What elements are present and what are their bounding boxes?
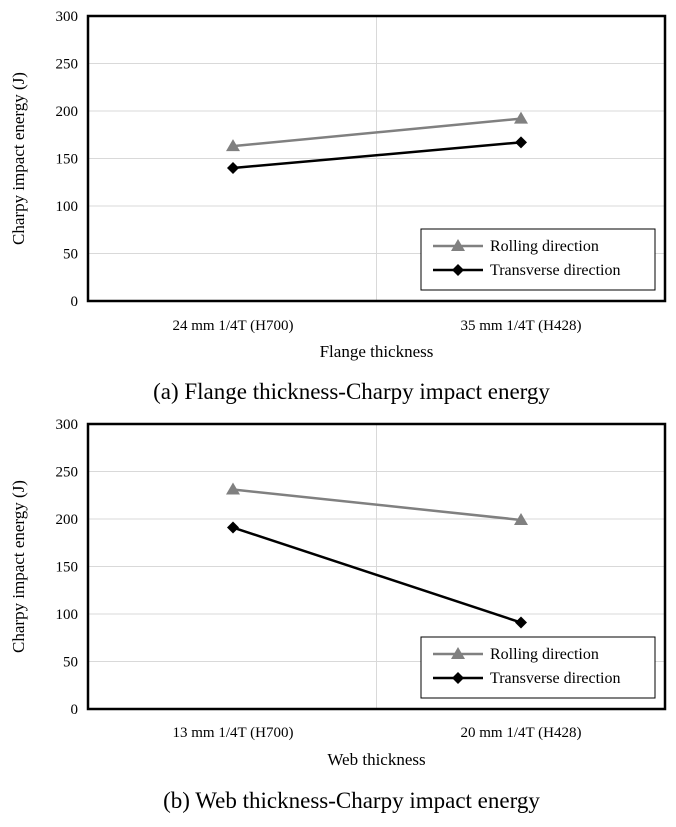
y-tick-label: 300 (56, 417, 79, 433)
series-line-transverse (232, 526, 522, 624)
legend-label: Rolling direction (490, 238, 599, 255)
y-tick-label: 0 (71, 294, 79, 310)
caption: (a) Flange thickness-Charpy impact energ… (153, 379, 550, 404)
y-tick-label: 200 (56, 104, 79, 120)
data-point-rolling (226, 139, 240, 152)
series-line-rolling (232, 117, 522, 148)
x-tick-label: 13 mm 1/4T (H700) (173, 725, 294, 741)
x-axis-title: Web thickness (327, 750, 425, 769)
x-tick-label: 35 mm 1/4T (H428) (461, 318, 582, 334)
data-point-rolling (226, 482, 240, 495)
x-axis-title: Flange thickness (320, 342, 434, 361)
y-tick-label: 300 (56, 9, 79, 25)
legend: Rolling direction Transverse direction (420, 228, 656, 291)
y-tick-label: 200 (56, 512, 79, 528)
chart-a: 0 50 100 150 200 250 300 24 mm 1/4T (H700) 35 mm… (9, 9, 667, 404)
y-tick-label: 150 (56, 152, 79, 168)
legend-label: Transverse direction (490, 670, 621, 687)
x-tick-label: 20 mm 1/4T (H428) (461, 725, 582, 741)
y-tick-label: 100 (56, 607, 79, 623)
y-tick-label: 250 (56, 57, 79, 73)
data-point-transverse (227, 521, 239, 534)
data-point-transverse (515, 136, 527, 149)
legend-marker (452, 672, 464, 684)
y-tick-label: 50 (63, 655, 78, 671)
chart-b: 0 50 100 150 200 250 300 13 mm 1/4T (H700) 20 mm… (9, 417, 667, 813)
y-tick-label: 250 (56, 465, 79, 481)
y-tick-label: 100 (56, 199, 79, 215)
legend-marker (451, 647, 465, 659)
plot-frame (86, 422, 667, 711)
y-axis-title: Charpy impact energy (J) (9, 72, 28, 245)
data-point-rolling (514, 512, 528, 525)
plot-frame (86, 14, 667, 303)
legend-marker (451, 239, 465, 251)
data-point-transverse (515, 616, 527, 629)
legend-label: Rolling direction (490, 646, 599, 663)
y-tick-label: 50 (63, 247, 78, 263)
series-line-transverse (232, 141, 522, 170)
data-point-rolling (514, 111, 528, 124)
y-tick-label: 0 (71, 702, 79, 718)
caption: (b) Web thickness-Charpy impact energy (163, 788, 540, 813)
y-tick-label: 150 (56, 560, 79, 576)
series-line-rolling (232, 488, 522, 522)
y-axis-title: Charpy impact energy (J) (9, 480, 28, 653)
legend-label: Transverse direction (490, 262, 621, 279)
legend-box (420, 636, 656, 699)
x-tick-label: 24 mm 1/4T (H700) (173, 318, 294, 334)
legend-marker (452, 264, 464, 276)
legend: Rolling direction Transverse direction (420, 636, 656, 699)
data-point-transverse (227, 162, 239, 174)
legend-box (420, 228, 656, 291)
